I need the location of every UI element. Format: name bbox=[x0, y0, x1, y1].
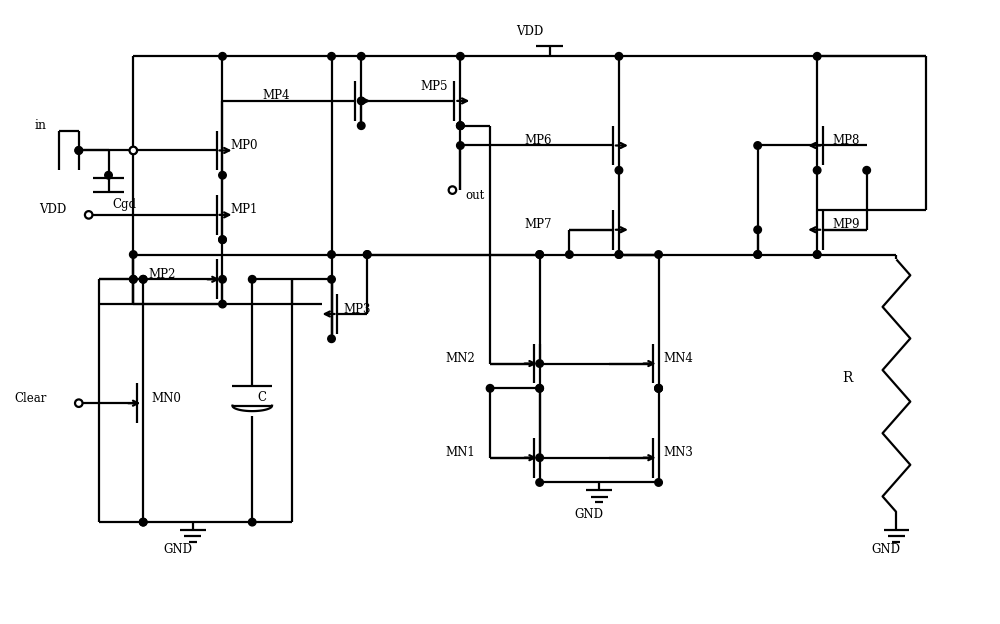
Circle shape bbox=[754, 251, 761, 258]
Text: MP7: MP7 bbox=[525, 218, 552, 232]
Circle shape bbox=[75, 147, 83, 154]
Circle shape bbox=[655, 479, 662, 486]
Circle shape bbox=[449, 187, 456, 194]
Circle shape bbox=[536, 479, 543, 486]
Text: Cgd: Cgd bbox=[112, 198, 136, 212]
Text: MP9: MP9 bbox=[832, 218, 860, 232]
Circle shape bbox=[219, 52, 226, 60]
Circle shape bbox=[139, 519, 147, 526]
Text: MP4: MP4 bbox=[262, 89, 290, 102]
Circle shape bbox=[457, 52, 464, 60]
Circle shape bbox=[328, 251, 335, 258]
Text: MN4: MN4 bbox=[664, 352, 693, 365]
Circle shape bbox=[219, 236, 226, 243]
Circle shape bbox=[457, 142, 464, 149]
Circle shape bbox=[813, 251, 821, 258]
Circle shape bbox=[219, 236, 226, 243]
Circle shape bbox=[75, 147, 83, 154]
Text: MN0: MN0 bbox=[151, 392, 181, 405]
Circle shape bbox=[457, 122, 464, 129]
Circle shape bbox=[363, 251, 371, 258]
Circle shape bbox=[219, 276, 226, 283]
Circle shape bbox=[357, 52, 365, 60]
Circle shape bbox=[85, 211, 92, 218]
Circle shape bbox=[139, 276, 147, 283]
Circle shape bbox=[863, 167, 870, 174]
Circle shape bbox=[130, 276, 137, 283]
Circle shape bbox=[457, 122, 464, 129]
Circle shape bbox=[536, 454, 543, 462]
Circle shape bbox=[130, 147, 137, 154]
Circle shape bbox=[615, 167, 623, 174]
Circle shape bbox=[655, 251, 662, 258]
Circle shape bbox=[615, 52, 623, 60]
Circle shape bbox=[813, 251, 821, 258]
Circle shape bbox=[754, 251, 761, 258]
Circle shape bbox=[457, 122, 464, 129]
Circle shape bbox=[328, 335, 335, 343]
Circle shape bbox=[536, 384, 543, 392]
Circle shape bbox=[566, 251, 573, 258]
Circle shape bbox=[813, 52, 821, 60]
Text: MP5: MP5 bbox=[421, 79, 448, 92]
Text: MP1: MP1 bbox=[230, 203, 258, 217]
Circle shape bbox=[536, 360, 543, 368]
Text: GND: GND bbox=[872, 544, 901, 557]
Text: MP6: MP6 bbox=[525, 134, 552, 147]
Text: VDD: VDD bbox=[39, 203, 66, 217]
Circle shape bbox=[486, 384, 494, 392]
Circle shape bbox=[130, 251, 137, 258]
Circle shape bbox=[219, 172, 226, 179]
Circle shape bbox=[105, 172, 112, 179]
Circle shape bbox=[357, 122, 365, 129]
Circle shape bbox=[655, 384, 662, 392]
Circle shape bbox=[813, 167, 821, 174]
Circle shape bbox=[75, 399, 83, 407]
Circle shape bbox=[328, 52, 335, 60]
Circle shape bbox=[139, 519, 147, 526]
Text: R: R bbox=[842, 371, 852, 386]
Circle shape bbox=[130, 147, 137, 154]
Text: MP2: MP2 bbox=[148, 268, 176, 281]
Text: out: out bbox=[465, 188, 485, 202]
Text: MN3: MN3 bbox=[664, 446, 693, 459]
Circle shape bbox=[536, 384, 543, 392]
Circle shape bbox=[363, 251, 371, 258]
Text: MP0: MP0 bbox=[230, 139, 258, 152]
Circle shape bbox=[248, 519, 256, 526]
Circle shape bbox=[248, 276, 256, 283]
Circle shape bbox=[139, 276, 147, 283]
Text: MP3: MP3 bbox=[343, 303, 371, 316]
Circle shape bbox=[754, 142, 761, 149]
Text: MP8: MP8 bbox=[832, 134, 859, 147]
Circle shape bbox=[536, 251, 543, 258]
Circle shape bbox=[328, 276, 335, 283]
Circle shape bbox=[130, 147, 137, 154]
Text: GND: GND bbox=[163, 544, 192, 557]
Circle shape bbox=[130, 276, 137, 283]
Circle shape bbox=[219, 300, 226, 308]
Circle shape bbox=[536, 251, 543, 258]
Text: in: in bbox=[34, 119, 46, 132]
Text: Clear: Clear bbox=[14, 392, 47, 405]
Circle shape bbox=[655, 384, 662, 392]
Circle shape bbox=[615, 251, 623, 258]
Text: VDD: VDD bbox=[516, 25, 543, 38]
Circle shape bbox=[655, 384, 662, 392]
Text: MN1: MN1 bbox=[445, 446, 475, 459]
Text: GND: GND bbox=[574, 508, 603, 520]
Circle shape bbox=[615, 251, 623, 258]
Circle shape bbox=[357, 97, 365, 105]
Text: MN2: MN2 bbox=[445, 352, 475, 365]
Text: C: C bbox=[257, 391, 266, 404]
Circle shape bbox=[754, 226, 761, 233]
